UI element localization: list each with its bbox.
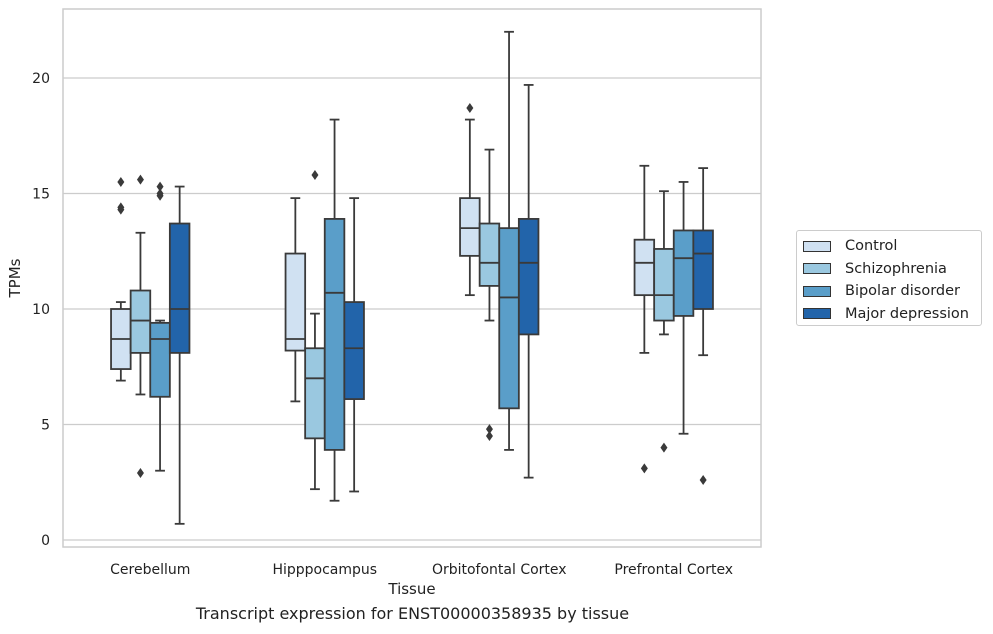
legend-label: Bipolar disorder [845,283,960,300]
outlier-point [311,170,319,181]
legend-swatch [803,263,831,275]
y-axis-title: TPMs [6,258,24,298]
outlier-point [485,431,493,442]
box-major-depression [343,197,365,493]
x-tick-label: Cerebellum [110,562,190,578]
x-tick-label: Prefrontal Cortex [614,562,733,578]
outlier-point [485,424,493,435]
box-control [284,197,307,403]
iqr-box [498,227,520,410]
legend-swatch [803,240,831,252]
box-schizophrenia [653,190,675,453]
box-schizophrenia [478,148,501,442]
iqr-box [323,218,346,451]
legend-label: Major depression [845,305,969,322]
box-bipolar-disorder [149,181,171,472]
outlier-point [660,442,668,453]
iqr-box [129,289,152,354]
y-tick-label: 15 [32,187,50,203]
y-tick-label: 20 [32,71,50,87]
outlier-point [466,103,474,114]
iqr-box [633,238,656,297]
outlier-point [156,181,164,192]
box-schizophrenia [129,174,152,479]
legend-item: Major depression [803,303,981,326]
iqr-box [459,197,481,257]
x-tick-label: Hipppocampus [272,562,377,578]
iqr-box [284,252,307,352]
outlier-point [136,174,144,185]
iqr-box [653,248,675,322]
box-bipolar-disorder [672,181,695,435]
box-major-depression [168,185,191,525]
y-tick-label: 10 [32,302,50,318]
iqr-box [672,229,695,317]
legend-label: Control [845,238,898,255]
legend-item: Schizophrenia [803,258,981,281]
outlier-point [640,463,648,474]
legend-item: Control [803,235,981,258]
y-tick-label: 5 [41,418,50,434]
outlier-point [117,202,125,213]
y-tick-labels: 0 5 10 15 20 [32,71,50,549]
box-control [110,176,132,382]
chart-caption: Transcript expression for ENST0000035893… [195,604,630,623]
box-groups [110,30,714,525]
iqr-box [517,218,540,336]
plot-frame [62,8,762,548]
legend-item: Bipolar disorder [803,280,981,303]
outlier-point [117,176,125,187]
x-tick-labels: Cerebellum Hipppocampus Orbitofontal Corte… [110,562,733,578]
box-schizophrenia [304,170,326,491]
iqr-box [343,301,365,400]
box-major-depression [692,167,714,485]
outlier-point [156,188,164,199]
iqr-box [478,222,501,287]
legend: Control Schizophrenia Bipolar disorder Majo… [796,230,982,326]
y-tick-label: 0 [41,533,50,549]
iqr-box [168,222,191,354]
iqr-box [149,321,171,398]
outlier-point [699,474,707,485]
legend-label: Schizophrenia [845,260,947,277]
iqr-box [304,347,326,440]
box-bipolar-disorder [498,30,520,451]
outlier-point [136,468,144,479]
x-tick-label: Orbitofontal Cortex [432,562,567,578]
box-major-depression [517,84,540,479]
x-axis-title: Tissue [387,580,435,598]
iqr-box [692,229,714,310]
legend-swatch [803,308,831,320]
legend-swatch [803,285,831,297]
box-control [459,103,481,297]
